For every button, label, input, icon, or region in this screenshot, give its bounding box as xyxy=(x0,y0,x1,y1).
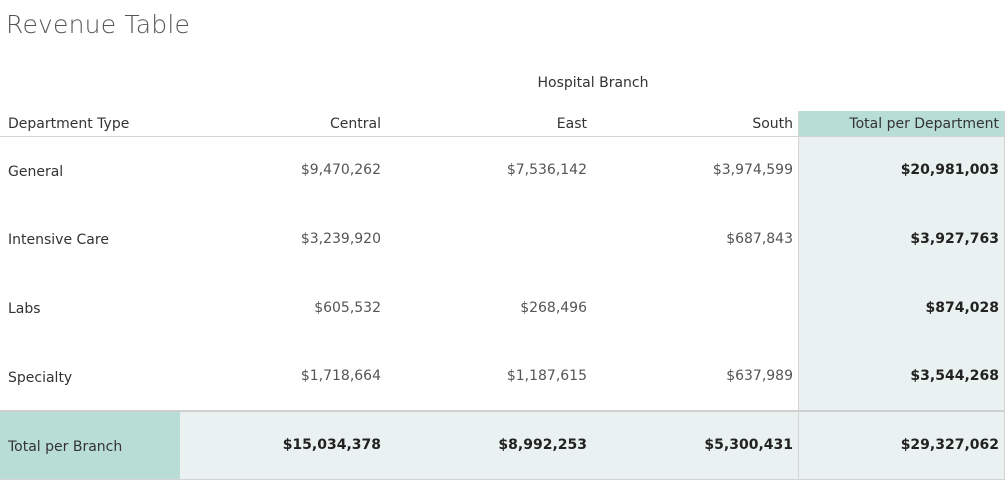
bottom-border xyxy=(0,479,1005,480)
table-cell: $268,496 xyxy=(520,300,587,316)
branch-total-cell: $15,034,378 xyxy=(282,437,381,453)
row-label: General xyxy=(8,164,64,180)
row-total-cell: $3,927,763 xyxy=(910,231,999,247)
table-cell: $1,718,664 xyxy=(300,368,381,384)
right-border xyxy=(1004,111,1005,479)
total-row-bg xyxy=(180,411,1005,479)
header-divider xyxy=(0,136,1005,137)
column-header-east: East xyxy=(556,116,587,132)
total-column-bg xyxy=(798,136,1005,411)
table-cell: $605,532 xyxy=(314,300,381,316)
table-cell: $9,470,262 xyxy=(300,162,381,178)
column-header-south: South xyxy=(752,116,793,132)
total-row-label: Total per Branch xyxy=(8,439,123,455)
row-header-label: Department Type xyxy=(8,116,130,132)
row-label: Labs xyxy=(8,301,41,317)
row-total-cell: $3,544,268 xyxy=(910,368,999,384)
branch-total-cell: $8,992,253 xyxy=(498,437,587,453)
total-row-label-bg xyxy=(0,411,180,479)
group-header: Hospital Branch xyxy=(537,75,649,91)
table-cell: $687,843 xyxy=(726,231,793,247)
total-row-divider xyxy=(0,410,1005,412)
row-label: Intensive Care xyxy=(8,232,109,248)
table-cell: $1,187,615 xyxy=(506,368,587,384)
row-total-cell: $874,028 xyxy=(925,300,999,316)
table-cell: $3,974,599 xyxy=(712,162,793,178)
branch-total-cell: $5,300,431 xyxy=(704,437,793,453)
column-header-central: Central xyxy=(330,116,381,132)
table-cell: $637,989 xyxy=(726,368,793,384)
table-cell: $7,536,142 xyxy=(506,162,587,178)
row-total-cell: $20,981,003 xyxy=(900,162,999,178)
grand-total-cell: $29,327,062 xyxy=(900,437,999,453)
table-cell: $3,239,920 xyxy=(300,231,381,247)
total-column-divider xyxy=(798,111,799,479)
page-title: Revenue Table xyxy=(6,10,191,39)
total-column-header-bg xyxy=(798,111,1005,136)
row-label: Specialty xyxy=(8,370,73,386)
column-header-total: Total per Department xyxy=(849,116,999,132)
